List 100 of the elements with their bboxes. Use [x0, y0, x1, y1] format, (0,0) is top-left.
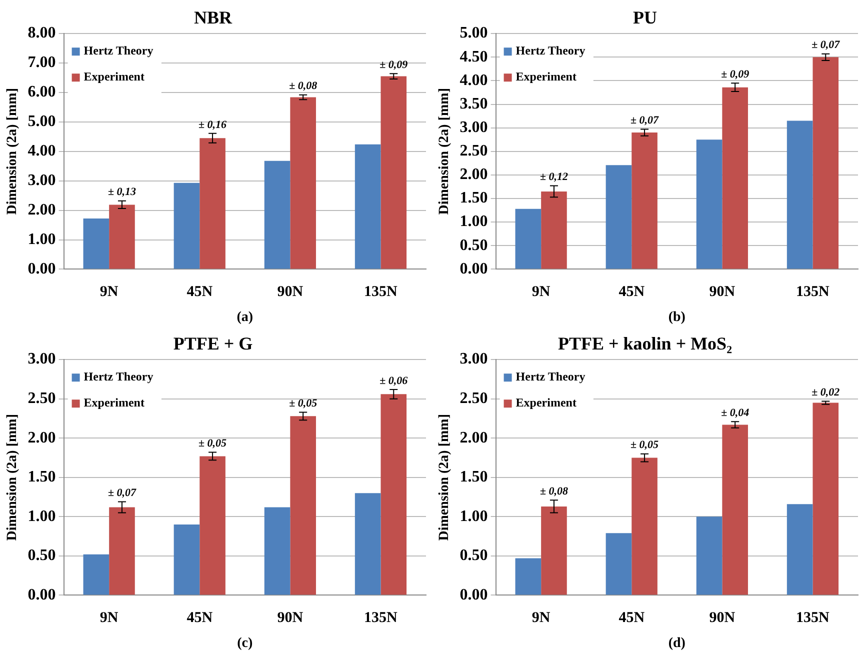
y-tick-label: 2.50 — [460, 390, 488, 408]
x-tick-label: 9N — [100, 284, 118, 300]
bar — [606, 165, 632, 269]
y-axis-title: Dimension (2a) [mm] — [5, 88, 20, 215]
bar — [200, 138, 226, 269]
chart-title: PTFE + G — [173, 333, 253, 354]
y-tick-label: 2.00 — [460, 166, 488, 184]
bar — [109, 204, 135, 269]
bar — [696, 140, 722, 269]
x-tick-label: 9N — [532, 284, 550, 300]
annotation: ± 0,08 — [540, 486, 568, 498]
x-tick-label: 45N — [618, 610, 645, 626]
bar — [109, 507, 135, 595]
y-tick-label: 8.00 — [28, 24, 56, 42]
bar — [380, 76, 407, 269]
y-tick-label: 1.00 — [460, 213, 488, 230]
bar — [83, 554, 110, 595]
y-tick-label: 0.00 — [460, 260, 488, 278]
x-tick-label: 135N — [364, 610, 398, 626]
y-tick-label: 1.00 — [460, 508, 488, 525]
y-axis-title: Dimension (2a) [mm] — [437, 88, 452, 215]
bar — [380, 394, 407, 595]
x-tick-label: 90N — [277, 284, 304, 300]
bar — [264, 160, 290, 269]
x-axis-title: (b) — [668, 310, 686, 326]
annotation: ± 0,04 — [721, 406, 750, 419]
bar — [174, 524, 200, 595]
y-tick-label: 0.50 — [460, 236, 488, 254]
annotation: ± 0,13 — [108, 186, 136, 198]
annotation: ± 0,07 — [108, 487, 136, 500]
bar — [290, 97, 316, 269]
bar — [632, 132, 658, 269]
legend-label: Experiment — [516, 70, 576, 84]
y-tick-label: 2.00 — [28, 201, 56, 218]
y-tick-label: 1.50 — [460, 468, 488, 486]
x-tick-label: 90N — [709, 610, 736, 626]
legend-label: Experiment — [516, 396, 576, 410]
legend-label: Hertz Theory — [84, 370, 154, 384]
y-tick-label: 0.50 — [28, 547, 56, 564]
bar — [541, 191, 567, 269]
y-tick-label: 3.00 — [460, 350, 488, 368]
legend-label: Experiment — [84, 70, 144, 84]
y-tick-label: 0.50 — [460, 547, 488, 564]
bar — [354, 144, 381, 269]
y-tick-label: 4.00 — [460, 72, 488, 89]
y-tick-label: 4.50 — [460, 48, 488, 66]
y-tick-label: 3.00 — [28, 350, 56, 368]
y-tick-label: 2.00 — [28, 429, 56, 446]
bar — [722, 87, 748, 269]
legend-label: Hertz Theory — [516, 370, 586, 384]
x-tick-label: 45N — [186, 610, 213, 626]
legend-label: Hertz Theory — [84, 44, 154, 58]
annotation: ± 0,08 — [289, 80, 318, 92]
y-tick-label: 2.00 — [460, 429, 488, 446]
x-tick-label: 135N — [364, 284, 398, 300]
bar — [83, 218, 110, 269]
y-tick-label: 0.00 — [460, 586, 488, 604]
annotation: ± 0,07 — [812, 39, 840, 52]
bar — [722, 424, 748, 595]
bar — [264, 507, 290, 595]
annotation: ± 0,16 — [198, 118, 228, 131]
annotation: ± 0,09 — [721, 68, 750, 80]
legend-label: Experiment — [84, 396, 144, 410]
x-tick-label: 135N — [796, 610, 830, 626]
x-tick-label: 9N — [532, 610, 550, 626]
bar — [354, 493, 381, 595]
x-tick-label: 45N — [618, 284, 645, 300]
bar — [515, 558, 542, 595]
x-tick-label: 9N — [100, 610, 118, 626]
chart-title: NBR — [194, 7, 233, 28]
y-tick-label: 2.50 — [460, 142, 488, 160]
bar — [606, 533, 632, 595]
x-tick-label: 90N — [709, 284, 736, 300]
annotation: ± 0,05 — [198, 438, 228, 450]
y-tick-label: 3.00 — [28, 172, 56, 189]
x-axis-title: (c) — [237, 636, 254, 652]
y-tick-label: 3.50 — [460, 95, 488, 112]
y-tick-label: 5.00 — [28, 113, 56, 130]
y-tick-label: 1.50 — [460, 190, 488, 207]
bar — [632, 458, 658, 595]
annotation: ± 0,12 — [540, 171, 568, 184]
y-tick-label: 7.00 — [28, 54, 56, 72]
y-tick-label: 6.00 — [28, 84, 56, 101]
y-tick-label: 2.50 — [28, 390, 56, 408]
bar — [812, 57, 839, 269]
y-tick-label: 5.00 — [460, 24, 488, 42]
annotation: ± 0,07 — [630, 114, 660, 127]
y-axis-title: Dimension (2a) [mm] — [5, 414, 20, 541]
bar — [200, 456, 226, 595]
legend-label: Hertz Theory — [516, 44, 586, 58]
bar — [786, 504, 813, 595]
chart-title: PTFE + kaolin + MoS₂ — [558, 333, 732, 354]
annotation: ± 0,05 — [630, 439, 660, 452]
y-tick-label: 0.00 — [28, 586, 56, 604]
y-tick-label: 1.00 — [28, 230, 56, 248]
annotation: ± 0,02 — [812, 386, 840, 399]
y-tick-label: 1.50 — [28, 468, 56, 486]
y-tick-label: 1.00 — [28, 508, 56, 525]
x-axis-title: (d) — [668, 636, 686, 652]
y-tick-label: 4.00 — [28, 142, 56, 160]
